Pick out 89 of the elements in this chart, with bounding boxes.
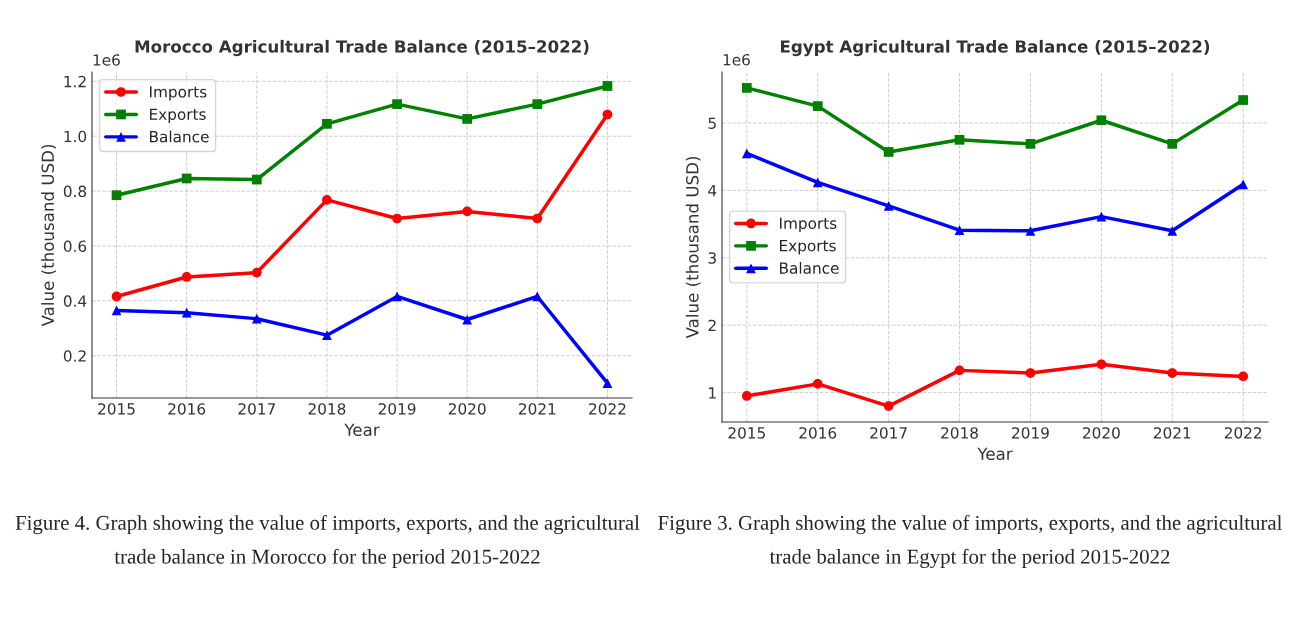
point — [322, 119, 332, 129]
point — [1096, 359, 1107, 370]
point — [1167, 225, 1178, 236]
y-tick-label: 2 — [708, 319, 716, 331]
point — [462, 314, 473, 325]
x-axis-title: Year — [344, 423, 380, 437]
point — [812, 177, 823, 188]
x-tick-label: 2022 — [1224, 427, 1262, 439]
point — [111, 291, 122, 302]
point — [741, 83, 752, 93]
point — [181, 272, 192, 282]
point — [883, 201, 894, 211]
point — [392, 213, 402, 224]
x-tick-label: 2017 — [870, 427, 907, 439]
caption: Figure 3. Graph showing the value of imports, exports, and the agricultural trade balance in Egypt for the period 2015-2022 — [658, 515, 1283, 568]
point — [602, 81, 613, 91]
point — [1167, 368, 1178, 378]
x-tick-label: 2018 — [941, 427, 978, 439]
text: 1e6 — [93, 54, 120, 66]
point — [741, 148, 752, 159]
y-axis-title: Value (thousand USD) — [41, 144, 57, 327]
y-tick-label: 0.2 — [63, 350, 86, 362]
point — [462, 206, 473, 217]
chart-title: Morocco Agricultural Trade Balance (2015–2022) — [135, 39, 589, 57]
point — [322, 330, 332, 341]
x-tick-label: 2018 — [308, 403, 346, 415]
y-tick-label: 4 — [708, 185, 717, 197]
x-tick-label: 2019 — [1012, 427, 1049, 439]
y-axis-title: Value (thousand USD) — [685, 156, 701, 339]
legend-label: Balance — [780, 262, 839, 274]
x-tick-label: 2015 — [728, 427, 765, 439]
y-tick-label: 3 — [708, 252, 716, 264]
point — [602, 378, 613, 389]
point — [251, 313, 262, 324]
x-tick-label: 2019 — [378, 403, 416, 415]
x-tick-label: 2015 — [98, 403, 135, 415]
legend-label: Balance — [150, 130, 209, 143]
point — [883, 401, 894, 411]
legend-label: Imports — [780, 217, 837, 232]
x-tick-label: 2021 — [1153, 427, 1191, 439]
y-tick-label: 1.0 — [64, 130, 87, 143]
y-tick-label: 1.2 — [64, 75, 86, 88]
caption: Figure 4. Graph showing the value of imports, exports, and the agricultural trade balance in Morocco for the period 2015-2022 — [15, 515, 640, 568]
x-tick-label: 2020 — [1083, 427, 1120, 439]
point — [954, 365, 965, 376]
legend-label: Exports — [150, 108, 206, 123]
x-axis-title: Year — [977, 447, 1013, 461]
point — [954, 134, 965, 145]
point — [251, 174, 262, 185]
point — [1238, 179, 1249, 190]
x-tick-label: 2016 — [168, 403, 206, 415]
legend-label: Imports — [150, 86, 207, 101]
point — [532, 99, 543, 109]
y-tick-label: 0.6 — [63, 240, 87, 252]
point — [532, 213, 543, 224]
point — [1025, 225, 1036, 236]
y-tick-label: 1 — [709, 387, 716, 399]
x-tick-label: 2021 — [519, 403, 556, 415]
point — [111, 190, 122, 201]
point — [322, 195, 332, 205]
point — [392, 99, 402, 109]
point — [1096, 211, 1107, 222]
point — [812, 378, 823, 389]
point — [741, 391, 752, 401]
text: 1e6 — [723, 53, 750, 66]
legend-label: Exports — [780, 240, 836, 255]
point — [462, 114, 473, 124]
point — [181, 307, 192, 318]
point — [1096, 115, 1107, 126]
x-tick-label: 2020 — [448, 403, 486, 415]
point — [1025, 139, 1036, 149]
point — [1025, 368, 1036, 378]
point — [532, 291, 543, 302]
point — [1238, 371, 1249, 382]
point — [181, 173, 192, 184]
y-tick-label: 0.8 — [63, 185, 87, 198]
point — [954, 225, 965, 236]
point — [883, 147, 894, 157]
y-tick-label: 5 — [708, 117, 716, 129]
point — [1167, 139, 1178, 149]
x-tick-label: 2022 — [589, 403, 626, 415]
point — [251, 267, 262, 278]
point — [1238, 95, 1249, 105]
point — [812, 101, 823, 111]
x-tick-label: 2017 — [238, 403, 275, 415]
chart-title: Egypt Agricultural Trade Balance (2015–2022) — [781, 39, 1210, 57]
y-tick-label: 0.4 — [63, 295, 87, 307]
point — [602, 109, 613, 120]
x-tick-label: 2016 — [799, 427, 837, 439]
